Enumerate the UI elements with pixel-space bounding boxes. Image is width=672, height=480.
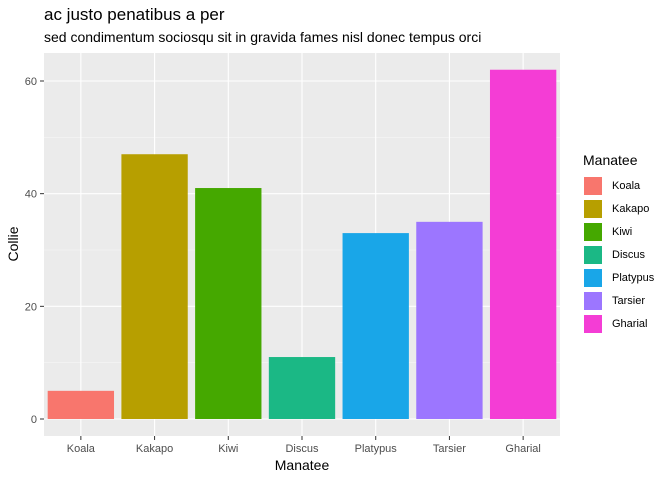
legend-label: Koala xyxy=(612,179,641,192)
x-tick-label: Kakapo xyxy=(136,443,173,455)
bar-koala xyxy=(47,390,115,419)
legend-item: Tarsier xyxy=(583,289,654,312)
legend-swatch xyxy=(583,267,603,288)
y-tick-label: 40 xyxy=(25,189,37,201)
x-axis-title: Manatee xyxy=(275,457,330,473)
chart-title: ac justo penatibus a per xyxy=(44,5,225,24)
bar-gharial xyxy=(489,69,557,419)
legend-title: Manatee xyxy=(583,152,638,168)
legend-item: Platypus xyxy=(583,266,654,289)
legend-label: Kiwi xyxy=(612,225,633,238)
bar-tarsier xyxy=(416,221,483,419)
y-tick-label: 0 xyxy=(31,414,37,426)
y-tick-label: 60 xyxy=(25,76,37,88)
legend-label: Discus xyxy=(612,248,646,261)
axes: 0 20 40 60 Koala Kakapo Kiwi Discus Platypus Tars… xyxy=(25,76,541,455)
bar-platypus xyxy=(342,233,409,419)
legend: Manatee Koala Kakapo Kiwi Discus Platypus Tar… xyxy=(583,152,654,335)
legend-swatch xyxy=(583,313,603,334)
x-tick-label: Gharial xyxy=(505,443,540,455)
legend-label: Gharial xyxy=(612,317,648,330)
legend-swatch xyxy=(583,290,603,311)
legend-item: Kiwi xyxy=(583,220,654,243)
legend-item: Koala xyxy=(583,174,654,197)
legend-item: Gharial xyxy=(583,312,654,335)
x-tick-label: Kiwi xyxy=(218,443,238,455)
legend-swatch xyxy=(583,244,603,265)
y-axis-title: Collie xyxy=(5,226,21,261)
bars xyxy=(47,69,557,419)
x-tick-label: Platypus xyxy=(355,443,398,455)
x-tick-label: Koala xyxy=(67,443,96,455)
legend-label: Kakapo xyxy=(612,202,650,215)
y-tick-label: 20 xyxy=(25,301,37,313)
legend-item: Discus xyxy=(583,243,654,266)
legend-label: Tarsier xyxy=(612,294,646,307)
legend-swatch xyxy=(583,221,603,242)
legend-swatch xyxy=(583,198,603,219)
x-tick-label: Tarsier xyxy=(433,443,466,455)
bar-kiwi xyxy=(195,188,262,419)
chart-subtitle: sed condimentum sociosqu sit in gravida … xyxy=(44,29,482,45)
legend-item: Kakapo xyxy=(583,197,654,220)
bar-discus xyxy=(268,357,336,419)
bar-kakapo xyxy=(121,154,188,419)
legend-swatch xyxy=(583,175,603,196)
legend-label: Platypus xyxy=(612,271,655,284)
x-tick-label: Discus xyxy=(285,443,319,455)
